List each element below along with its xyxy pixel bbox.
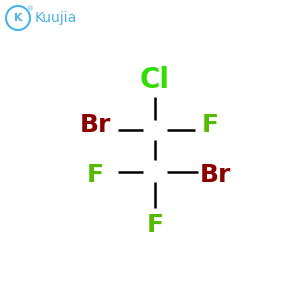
Text: F: F: [86, 163, 103, 187]
Text: Br: Br: [79, 113, 111, 137]
Text: F: F: [146, 213, 164, 237]
Text: F: F: [202, 113, 218, 137]
Text: K: K: [14, 13, 22, 23]
Text: Br: Br: [199, 163, 231, 187]
Text: Cl: Cl: [140, 66, 170, 94]
Text: Kuujia: Kuujia: [35, 11, 77, 25]
Text: ®: ®: [27, 6, 34, 12]
